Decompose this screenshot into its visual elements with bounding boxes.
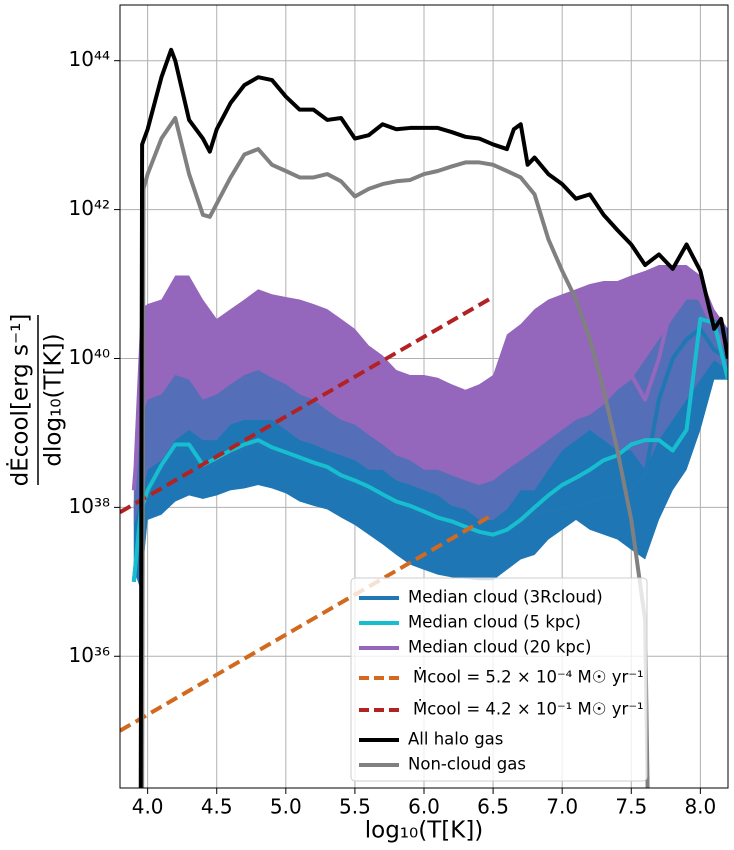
x-tick-label: 8.0: [684, 795, 716, 819]
legend-label: Median cloud (5 kpc): [408, 613, 581, 632]
y-tick-label: 10⁴⁰: [69, 345, 110, 369]
line: [131, 288, 728, 491]
legend-box: [350, 577, 648, 782]
legend-label: Median cloud (20 kpc): [408, 638, 591, 657]
y-axis-label: dĖcool[erg s⁻¹] dlog₁₀(T[K]): [6, 314, 67, 487]
x-tick-label: 4.0: [132, 795, 164, 819]
x-tick-label: 4.5: [201, 795, 233, 819]
axes: 4.0 4.5 5.0 5.5 6.0 6.5 7.0 7.5 8.0 10³⁶ 10³⁸ 10⁴⁰ 1…: [69, 47, 717, 818]
band: [133, 265, 728, 525]
legend-label: Ṁcool = 5.2 × 10⁻⁴ M☉ yr⁻¹: [413, 668, 644, 687]
line: [138, 47, 728, 788]
y-axis-label-numerator: dĖcool[erg s⁻¹]: [6, 314, 34, 487]
x-tick-label: 6.5: [477, 795, 509, 819]
x-axis-label: log₁₀(T[K]): [365, 818, 484, 844]
legend-label: Median cloud (3Rcloud): [408, 588, 603, 607]
legend: Median cloud (3Rcloud) Median cloud (5 kp…: [350, 577, 648, 782]
y-tick-label: 10³⁶: [69, 643, 110, 667]
legend-label: Non-cloud gas: [408, 755, 526, 774]
y-tick-label: 10⁴⁴: [69, 47, 110, 71]
y-tick-label: 10³⁸: [69, 494, 110, 518]
plot-area: [120, 47, 728, 788]
legend-label: Ṁcool = 4.2 × 10⁻¹ M☉ yr⁻¹: [413, 700, 644, 719]
x-tick-label: 5.0: [270, 795, 302, 819]
y-tick-label: 10⁴²: [69, 196, 110, 220]
x-tick-label: 5.5: [339, 795, 371, 819]
x-tick-label: 7.0: [546, 795, 578, 819]
line: [140, 115, 650, 788]
band-overlay: [133, 299, 728, 590]
legend-label: All halo gas: [408, 730, 503, 749]
x-tick-label: 6.0: [408, 795, 440, 819]
x-tick-label: 7.5: [615, 795, 647, 819]
y-axis-label-denominator: dlog₁₀(T[K]): [41, 333, 67, 466]
